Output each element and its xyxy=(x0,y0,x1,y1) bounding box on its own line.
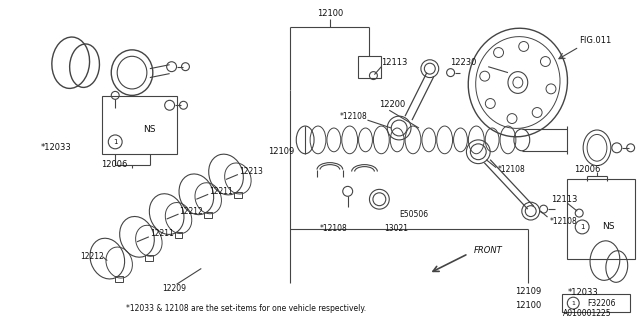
Text: 12209: 12209 xyxy=(162,284,186,293)
Text: 12211: 12211 xyxy=(209,187,233,196)
Text: 1: 1 xyxy=(572,300,575,306)
Bar xyxy=(234,192,242,198)
Text: *12033: *12033 xyxy=(41,143,72,152)
Text: 12212: 12212 xyxy=(180,207,204,216)
Text: 12213: 12213 xyxy=(239,167,263,176)
Bar xyxy=(115,276,123,282)
Text: 12211: 12211 xyxy=(150,229,173,238)
Text: *12108: *12108 xyxy=(340,112,367,121)
Text: A010001225: A010001225 xyxy=(563,308,611,317)
Text: FIG.011: FIG.011 xyxy=(579,36,611,45)
Text: *12108: *12108 xyxy=(550,217,577,226)
Bar xyxy=(175,232,182,238)
Text: *12108: *12108 xyxy=(320,224,348,233)
Text: 12113: 12113 xyxy=(381,58,408,67)
Text: 1: 1 xyxy=(113,139,118,145)
Text: 12230: 12230 xyxy=(451,58,477,67)
Text: *12033: *12033 xyxy=(567,288,598,297)
Text: 12109: 12109 xyxy=(515,287,541,296)
Text: 12113: 12113 xyxy=(552,195,578,204)
Text: FRONT: FRONT xyxy=(474,246,502,255)
Text: 12006: 12006 xyxy=(101,160,127,169)
Text: E50506: E50506 xyxy=(399,210,428,219)
Text: 12006: 12006 xyxy=(574,165,600,174)
Bar xyxy=(358,56,381,77)
Text: 12212: 12212 xyxy=(81,252,104,261)
Text: 12200: 12200 xyxy=(380,100,406,109)
Bar xyxy=(567,180,635,259)
Text: 12100: 12100 xyxy=(515,300,541,310)
Text: 12100: 12100 xyxy=(317,9,343,18)
Bar xyxy=(204,212,212,218)
Text: 13021: 13021 xyxy=(384,224,408,233)
Text: NS: NS xyxy=(143,125,156,134)
Bar xyxy=(145,255,153,260)
Bar xyxy=(102,96,177,154)
Text: *12108: *12108 xyxy=(498,165,526,174)
Text: F32206: F32206 xyxy=(588,299,616,308)
Bar xyxy=(563,294,630,312)
Text: NS: NS xyxy=(603,222,615,231)
Text: *12033 & 12108 are the set-items for one vehicle respectively.: *12033 & 12108 are the set-items for one… xyxy=(125,304,366,313)
Text: 1: 1 xyxy=(580,224,584,230)
Text: 12109: 12109 xyxy=(269,147,295,156)
